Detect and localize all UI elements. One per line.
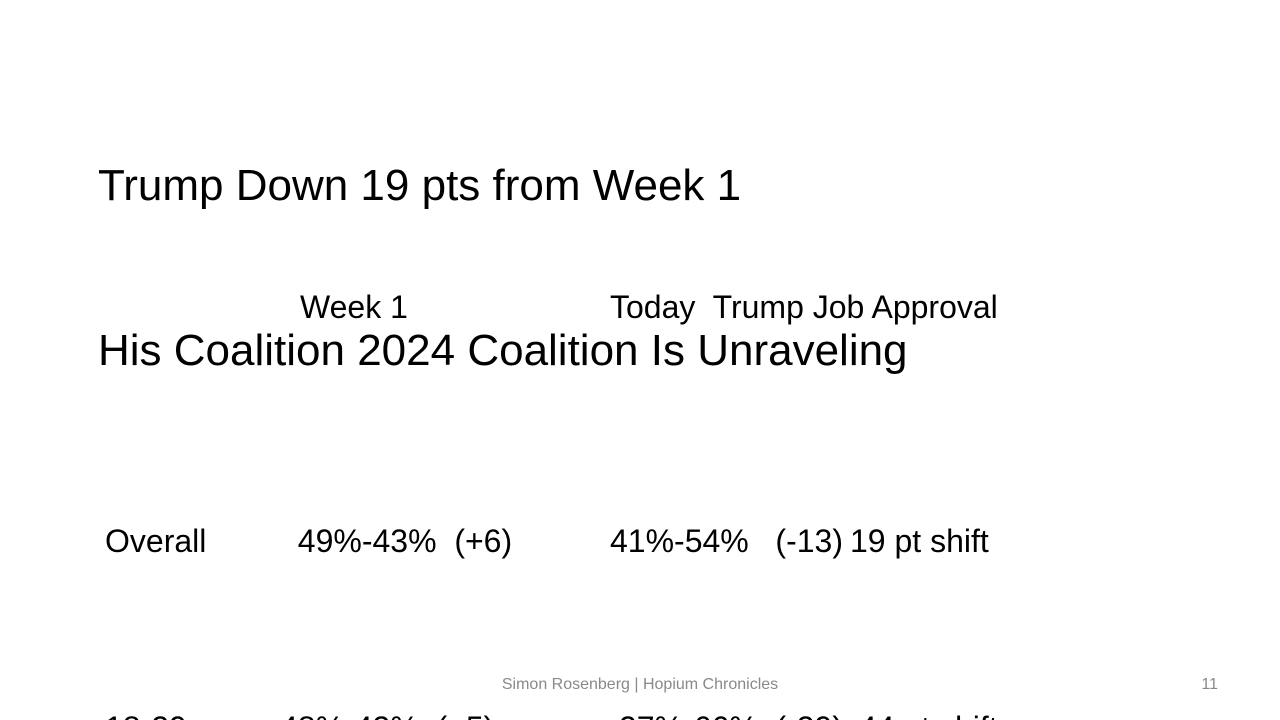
row-week1-value: 48%-43% (+5)	[280, 705, 610, 720]
slide-title-line-1: Trump Down 19 pts from Week 1	[98, 161, 742, 210]
table-row: 18-29 48%-43% (+5) 27%-66% (-39) 44 pt s…	[105, 705, 1007, 720]
header-today-trump-job-approval: Today Trump Job Approval	[610, 289, 998, 326]
row-label: 18-29	[105, 705, 280, 720]
approval-table: Week 1 Today Trump Job Approval Overall …	[105, 191, 1007, 720]
row-label: Overall	[105, 522, 207, 559]
row-week1-value: 49%-43% (+6)	[280, 522, 513, 559]
row-today-value: 41%-54% (-13)	[610, 522, 843, 559]
row-shift-value: 44 pt shift	[850, 705, 1007, 720]
table-header-row: Week 1 Today Trump Job Approval	[105, 284, 1007, 331]
slide-title: Trump Down 19 pts from Week 1 His Coalit…	[98, 48, 908, 488]
table-body: Overall 49%-43% (+6) 41%-54% (-13) 19 pt…	[105, 425, 1007, 720]
slide-page-number: 11	[1201, 676, 1218, 693]
row-today-value: 27%-66% (-39)	[610, 705, 850, 720]
header-week1: Week 1	[300, 289, 408, 326]
slide-title-line-2: His Coalition 2024 Coalition Is Unraveli…	[98, 326, 908, 375]
table-row: Overall 49%-43% (+6) 41%-54% (-13) 19 pt…	[105, 518, 1007, 565]
row-shift-value: 19 pt shift	[850, 522, 989, 559]
footer-credit: Simon Rosenberg | Hopium Chronicles	[501, 676, 779, 693]
